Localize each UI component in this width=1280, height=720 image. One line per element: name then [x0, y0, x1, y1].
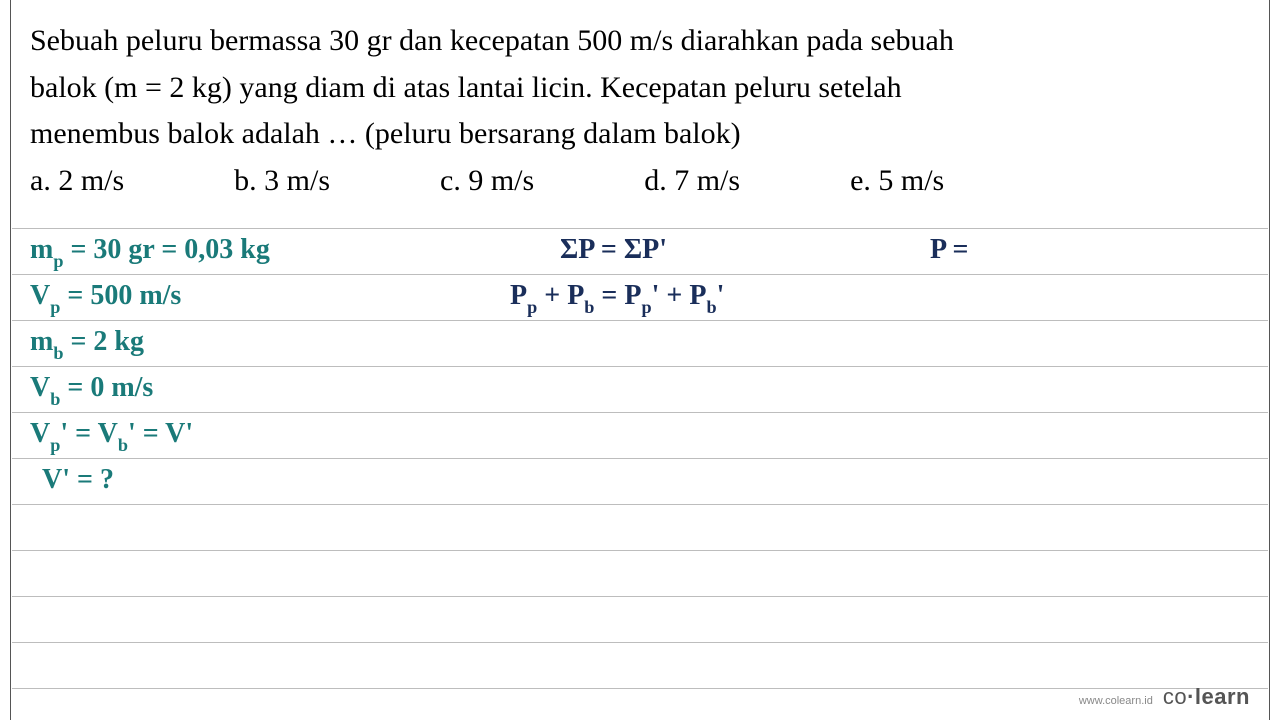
handwriting-pppb: Pp + Pb = Pp' + Pb' — [510, 280, 724, 316]
handwriting-peq: P = — [930, 234, 969, 266]
handwriting-vpb: Vp' = Vb' = V' — [30, 418, 193, 454]
handwriting-vq: V' = ? — [42, 464, 114, 496]
logo-learn: learn — [1195, 684, 1250, 709]
footer-logo: co·learn — [1163, 684, 1250, 710]
ruled-line — [12, 504, 1268, 505]
ruled-line — [12, 320, 1268, 321]
ruled-line — [12, 274, 1268, 275]
logo-dot: · — [1187, 684, 1195, 709]
footer-url: www.colearn.id — [1079, 695, 1153, 707]
logo-co: co — [1163, 684, 1187, 709]
handwriting-mp: mp = 30 gr = 0,03 kg — [30, 234, 270, 270]
page-border — [10, 0, 1270, 720]
ruled-line — [12, 550, 1268, 551]
handwriting-vp: Vp = 500 m/s — [30, 280, 181, 316]
footer: www.colearn.id co·learn — [1079, 684, 1250, 710]
ruled-line — [12, 228, 1268, 229]
handwriting-vb: Vb = 0 m/s — [30, 372, 153, 408]
handwriting-sp: ƩP = ƩP' — [560, 234, 667, 266]
ruled-line — [12, 412, 1268, 413]
ruled-line — [12, 642, 1268, 643]
ruled-line — [12, 366, 1268, 367]
ruled-line — [12, 458, 1268, 459]
handwriting-mb: mb = 2 kg — [30, 326, 144, 362]
ruled-line — [12, 596, 1268, 597]
